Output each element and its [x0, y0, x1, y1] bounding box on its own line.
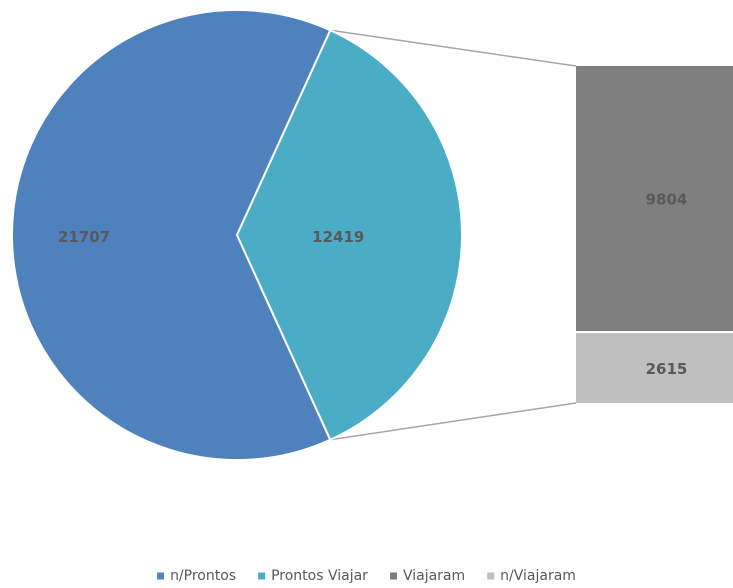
connector-line-top	[330, 29, 577, 67]
connector-line-bottom	[330, 402, 577, 441]
legend: n/Prontos Prontos Viajar Viajaram n/Viajara…	[157, 568, 576, 584]
data-labels: 21707 12419 9804 2615	[58, 191, 687, 379]
connector-lines	[330, 29, 577, 441]
data-label-n-viajaram: 2615	[646, 360, 688, 378]
data-label-n-prontos: 21707	[58, 228, 110, 246]
legend-label: Viajaram	[403, 568, 465, 584]
bar-segment-n-viajaram	[576, 333, 733, 403]
legend-label: n/Viajaram	[500, 568, 576, 584]
legend-swatch	[258, 572, 266, 580]
legend-swatch	[487, 572, 495, 580]
legend-swatch	[389, 572, 397, 580]
legend-label: Prontos Viajar	[271, 568, 368, 584]
legend-swatch	[157, 572, 165, 580]
legend-entry-prontos-viajar: Prontos Viajar	[258, 568, 368, 584]
stacked-bar	[576, 66, 733, 403]
pie-slice-prontos-viajar	[235, 28, 463, 442]
data-label-viajaram: 9804	[646, 191, 688, 209]
legend-entry-n-viajaram: n/Viajaram	[487, 568, 576, 584]
legend-entry-n-prontos: n/Prontos	[157, 568, 236, 584]
legend-entry-viajaram: Viajaram	[389, 568, 465, 584]
bar-segment-viajaram	[576, 66, 733, 332]
pie	[10, 9, 463, 461]
data-label-prontos-viajar: 12419	[312, 228, 364, 246]
pie-slice-n-prontos	[10, 9, 332, 461]
legend-label: n/Prontos	[170, 568, 236, 584]
